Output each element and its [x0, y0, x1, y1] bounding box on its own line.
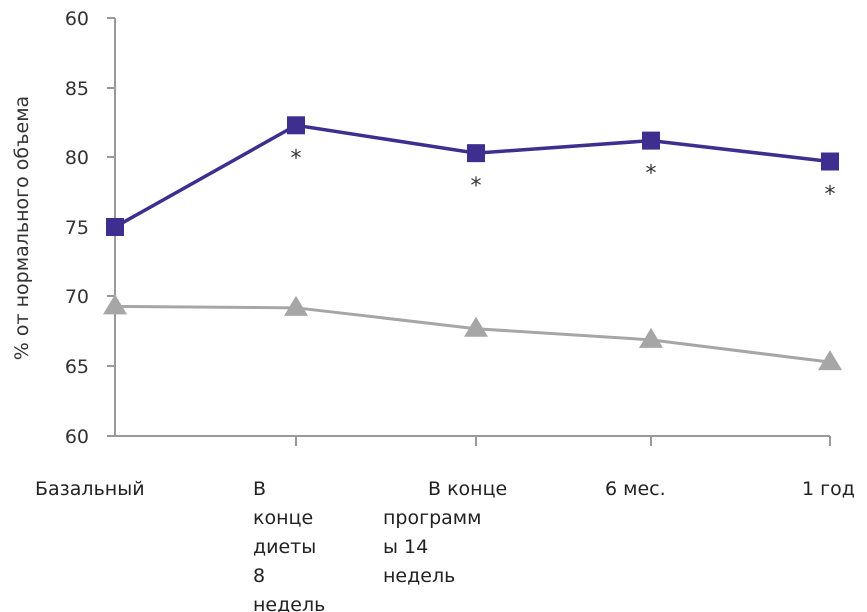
series-point-triangle — [284, 295, 308, 316]
y-axis-label: % от нормального объема — [11, 96, 33, 360]
y-tick-label: 85 — [65, 78, 89, 100]
axes: 60 65 70 75 80 85 60 — [65, 8, 831, 448]
series-layer: * * * * — [103, 116, 842, 371]
y-tick-label: 75 — [65, 217, 89, 239]
series-point-triangle — [464, 316, 488, 337]
significance-marker: * — [646, 162, 657, 187]
series-point-square — [467, 144, 485, 163]
significance-marker: * — [471, 174, 482, 199]
x-category-label: 1 год — [802, 478, 855, 500]
series-point-triangle — [103, 294, 127, 315]
significance-marker: * — [291, 146, 302, 171]
y-tick-label: 60 — [65, 8, 89, 30]
series-point-square — [642, 131, 660, 150]
x-category-label: В конце программ ы 14 недель — [383, 478, 507, 587]
series-point-square — [287, 116, 305, 135]
series-point-square — [106, 218, 124, 236]
x-category-label: 6 мес. — [605, 478, 666, 500]
y-tick-label: 70 — [65, 286, 89, 308]
significance-marker: * — [825, 183, 836, 208]
series-point-triangle — [818, 350, 842, 371]
series-point-square — [821, 152, 839, 171]
series-point-triangle — [639, 327, 663, 348]
y-tick-label: 80 — [65, 147, 89, 169]
x-category-label: Базальный — [35, 478, 145, 500]
y-tick-label: 60 — [65, 426, 89, 448]
y-tick-label: 65 — [65, 356, 89, 378]
